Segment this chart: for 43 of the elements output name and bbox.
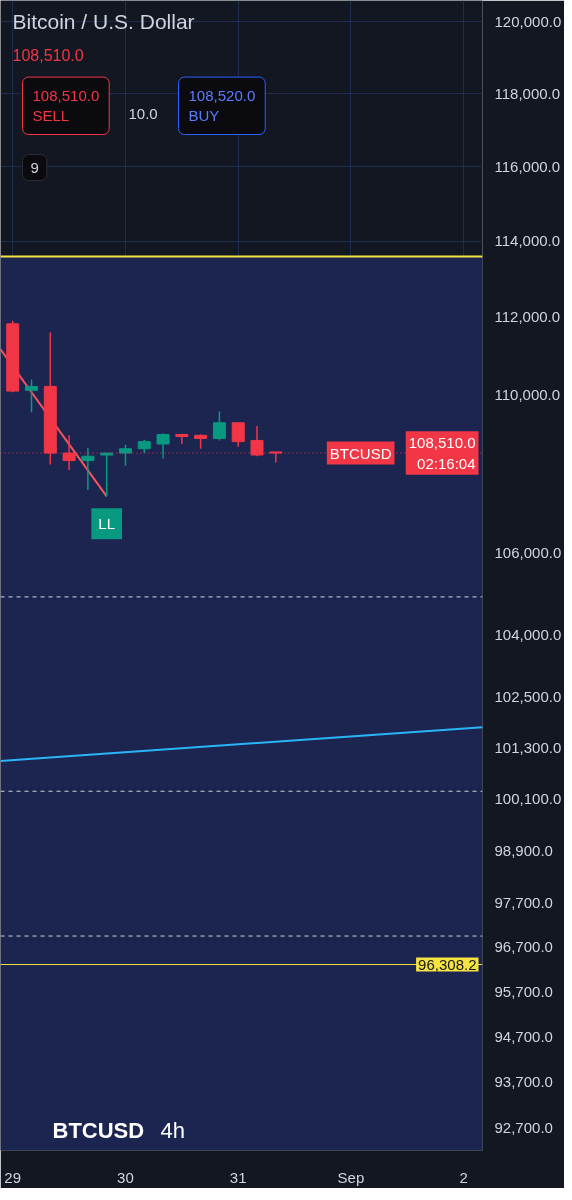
candlestick	[212, 410, 226, 442]
annotation: 108,510.0 02:16:04	[408, 434, 476, 472]
candlestick	[118, 444, 132, 467]
candlestick	[81, 447, 95, 491]
y-tick-label: 95,700.0	[494, 982, 553, 1000]
y-tick-label: 106,000.0	[494, 544, 562, 562]
ref-line-label: 96,308.2	[418, 955, 477, 973]
chart-title: Bitcoin / U.S. Dollar	[12, 9, 195, 33]
y-tick-label: 98,900.0	[494, 841, 553, 859]
candlestick	[175, 433, 189, 445]
candlestick	[231, 422, 245, 448]
x-tick-label: 31	[229, 1168, 247, 1186]
y-tick-label: 97,700.0	[494, 894, 553, 911]
ref-line-label: BTCUSD	[329, 444, 392, 462]
y-tick-label: 100,100.0	[494, 789, 562, 807]
y-tick-label: 114,000.0	[494, 232, 561, 250]
annotation: 9	[30, 158, 39, 176]
y-tick-label: 92,700.0	[494, 1119, 553, 1137]
x-tick-label: 30	[117, 1168, 134, 1186]
text: 108,510.0	[12, 46, 84, 64]
candlestick	[100, 452, 114, 498]
x-tick-label: Sep	[337, 1168, 365, 1186]
y-tick-label: 93,700.0	[494, 1073, 553, 1091]
y-tick-label: 96,700.0	[494, 938, 553, 956]
y-tick-label: 112,000.0	[494, 308, 561, 326]
annotation: LL	[98, 515, 116, 533]
annotation: BTCUSD	[52, 1117, 145, 1143]
y-tick-label: 101,300.0	[494, 738, 562, 756]
annotation: 10.0	[128, 104, 158, 122]
y-tick-label: 102,500.0	[494, 688, 562, 706]
y-tick-label: 94,700.0	[494, 1027, 553, 1045]
candlestick	[156, 432, 170, 460]
y-tick-label: 116,000.0	[494, 157, 561, 175]
annotation: 108,520.0 BUY	[188, 87, 256, 125]
y-tick-label: 110,000.0	[494, 385, 561, 403]
y-tick-label: 104,000.0	[494, 626, 562, 644]
x-tick-label: 29	[4, 1168, 22, 1186]
annotation: 108,510.0 SELL	[32, 87, 100, 125]
annotation: 4h	[160, 1117, 185, 1143]
x-tick-label: 2	[459, 1168, 468, 1186]
y-tick-label: 120,000.0	[494, 12, 562, 30]
candlestick	[24, 379, 39, 413]
y-tick-label: 118,000.0	[494, 84, 561, 102]
